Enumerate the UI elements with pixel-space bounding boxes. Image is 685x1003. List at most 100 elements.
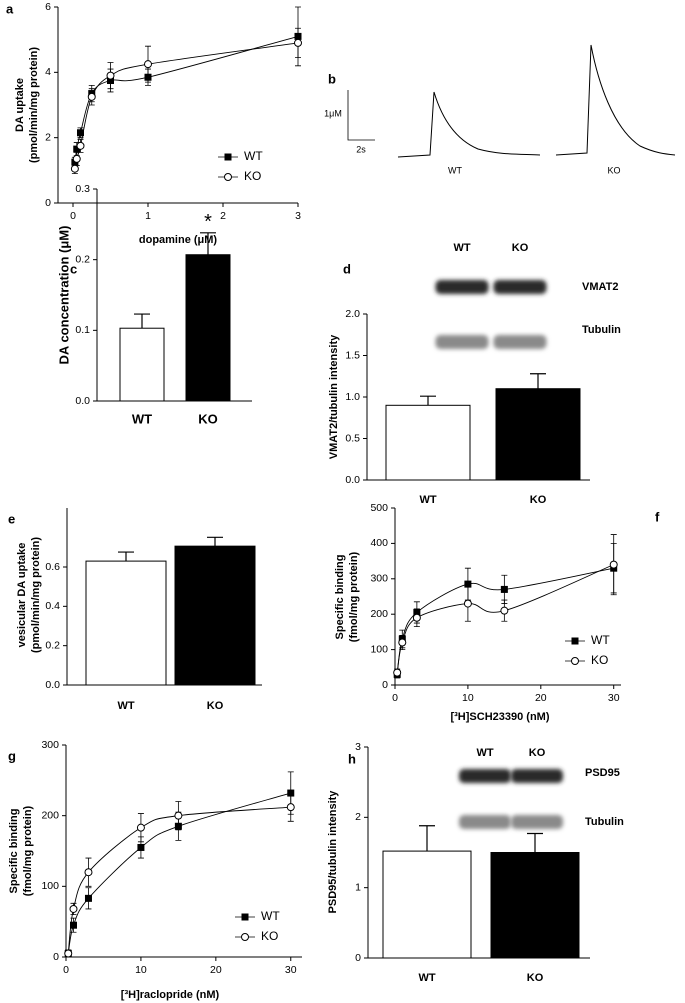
blot-band <box>493 335 547 349</box>
x-tick-label: WT <box>117 700 134 712</box>
band-label: VMAT2 <box>582 281 618 293</box>
point <box>412 613 421 622</box>
y-tick-label: 1.5 <box>345 349 360 361</box>
point <box>464 580 472 588</box>
blot-band <box>459 769 511 783</box>
point <box>106 71 115 80</box>
y-tick-label: 200 <box>370 608 388 620</box>
legend-marker <box>571 657 579 665</box>
band-label: PSD95 <box>585 767 620 779</box>
legend-label: KO <box>591 653 608 667</box>
y-tick-label: 1.0 <box>345 391 360 403</box>
error-bar <box>134 313 150 329</box>
y-axis-label: (fmol/mg protein) <box>348 551 360 642</box>
point <box>398 638 407 647</box>
x-tick-label: WT <box>419 494 436 506</box>
trace-wt <box>397 91 541 158</box>
point <box>136 823 145 832</box>
trace-ko <box>555 44 676 156</box>
panel-label: g <box>8 748 16 763</box>
x-tick-label: 20 <box>210 964 222 976</box>
y-tick-label: 0.3 <box>75 183 90 195</box>
x-axis-label: [³H]raclopride (nM) <box>121 989 220 1001</box>
fit-line <box>396 564 614 673</box>
point <box>463 599 472 608</box>
x-tick-label: 10 <box>135 964 147 976</box>
y-tick-label: 0.0 <box>75 395 90 407</box>
y-tick-label: 100 <box>41 880 59 892</box>
blot-band <box>511 769 563 783</box>
error-bar <box>527 832 543 853</box>
y-axis-label: Specific binding <box>334 555 346 640</box>
y-axis-label: PSD95/tubulin intensity <box>327 790 339 914</box>
point <box>609 560 618 569</box>
scale-bar <box>347 90 375 141</box>
x-tick-label: WT <box>132 411 152 426</box>
point <box>87 92 96 101</box>
bar <box>490 852 580 959</box>
panel-label: f <box>655 509 660 524</box>
blot-band <box>459 815 511 829</box>
y-tick-label: 6 <box>45 1 51 13</box>
y-tick-label: 2 <box>355 811 361 823</box>
x-tick-label: 30 <box>285 964 297 976</box>
error-bar <box>118 551 134 562</box>
y-tick-label: 0 <box>382 679 388 691</box>
point <box>72 154 81 163</box>
legend-marker <box>224 173 232 181</box>
trace-label: WT <box>448 165 462 175</box>
y-tick-label: 0.2 <box>45 639 60 651</box>
blot-band <box>493 280 547 294</box>
fit-line <box>74 42 299 169</box>
panel-b: 1μM 2s WT KO b <box>324 44 676 175</box>
fit-line <box>74 35 299 163</box>
bar <box>382 850 472 959</box>
point <box>500 606 509 615</box>
panel-label: d <box>343 261 351 276</box>
legend-label: WT <box>261 909 280 923</box>
point <box>69 904 78 913</box>
scale-y-label: 1μM <box>324 108 342 118</box>
point <box>73 145 81 153</box>
point <box>174 811 183 820</box>
y-tick-label: 4 <box>45 66 51 78</box>
x-tick-label: 20 <box>535 692 547 704</box>
y-axis-label: (pmol/min/mg protein) <box>30 537 42 653</box>
y-tick-label: 1 <box>355 881 361 893</box>
y-tick-label: 2 <box>45 131 51 143</box>
point <box>393 668 402 677</box>
y-tick-label: 0.0 <box>45 679 60 691</box>
x-axis-label: dopamine (μM) <box>139 234 218 246</box>
bar <box>495 388 581 481</box>
y-axis-label: DA uptake <box>14 78 26 132</box>
legend-marker <box>241 933 249 941</box>
point <box>144 60 152 69</box>
x-tick-label: KO <box>207 700 224 712</box>
x-tick-label: 1 <box>145 210 151 222</box>
point <box>69 921 77 929</box>
point <box>500 585 508 593</box>
lane-label: KO <box>529 747 546 759</box>
blot-band <box>435 280 489 294</box>
point <box>294 38 302 47</box>
point <box>77 129 84 137</box>
legend-label: KO <box>261 929 278 943</box>
y-tick-label: 0.2 <box>75 253 90 265</box>
y-axis-label: Specific binding <box>8 809 20 894</box>
x-tick-label: 30 <box>608 692 620 704</box>
legend-label: KO <box>244 169 261 183</box>
y-axis-label: VMAT2/tubulin intensity <box>328 334 340 459</box>
y-tick-label: 0.4 <box>45 600 60 612</box>
point <box>84 868 93 877</box>
blot-band <box>435 335 489 349</box>
lane-label: WT <box>453 242 470 254</box>
point <box>64 949 73 958</box>
blot-band <box>511 815 563 829</box>
point <box>286 803 295 812</box>
bar <box>85 560 167 686</box>
y-tick-label: 3 <box>355 741 361 753</box>
x-tick-label: 3 <box>295 210 301 222</box>
band-label: Tubulin <box>585 816 624 828</box>
point <box>84 894 92 902</box>
